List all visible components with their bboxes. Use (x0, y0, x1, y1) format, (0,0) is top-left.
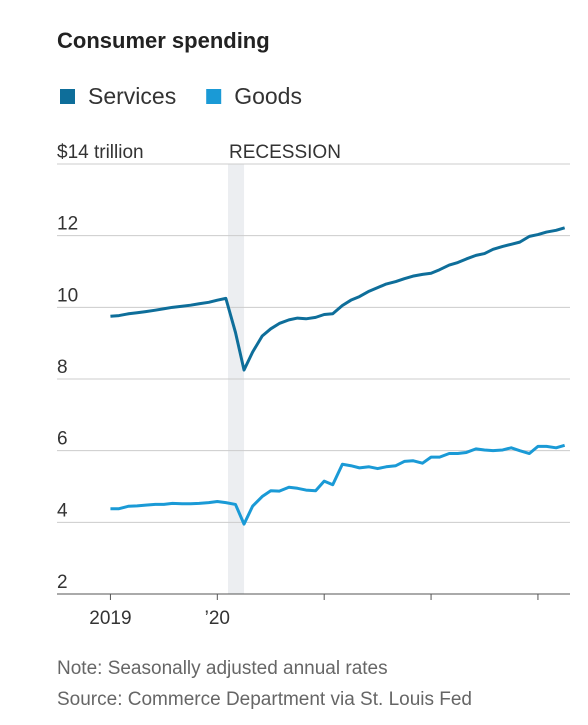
chart-title: Consumer spending (57, 28, 270, 53)
legend-swatch (206, 89, 222, 104)
series-line (110, 226, 566, 372)
note: Note: Seasonally adjusted annual rates (57, 658, 388, 679)
legend-swatch (60, 89, 75, 104)
legend-label: Goods (234, 83, 302, 109)
y-tick-label: 6 (57, 429, 68, 450)
y-tick-label: 2 (57, 572, 68, 593)
source: Source: Commerce Department via St. Loui… (57, 689, 472, 710)
x-tick-label: 2019 (89, 608, 131, 629)
y-tick-label: 12 (57, 214, 78, 235)
y-tick-label: 8 (57, 357, 68, 378)
recession-label: RECESSION (229, 142, 341, 163)
y-tick-label: 10 (57, 285, 78, 306)
series-line (110, 443, 566, 526)
x-tick-label: ’20 (205, 608, 230, 629)
y-tick-label: $14 trillion (57, 142, 144, 163)
y-tick-label: 4 (57, 500, 68, 521)
legend-label: Services (88, 83, 176, 109)
